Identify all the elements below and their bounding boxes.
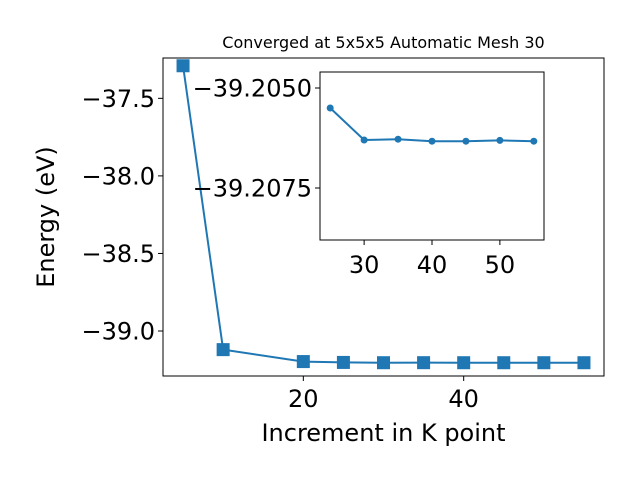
main-y-tick-label: −39.0 (81, 318, 155, 346)
inset-axes-frame (319, 71, 545, 241)
main-data-point (537, 356, 551, 370)
main-data-point (457, 356, 471, 370)
inset-data-point (428, 137, 436, 145)
main-data-point (176, 59, 190, 73)
inset-data-point (326, 104, 334, 112)
main-x-ticks: 20 40 (288, 376, 479, 413)
main-y-tick-label: −38.0 (81, 163, 155, 191)
inset-data-point (360, 136, 368, 144)
inset-data-point (394, 135, 402, 143)
main-data-point (497, 356, 511, 370)
main-series-line (182, 65, 584, 364)
main-y-tick-label: −38.5 (81, 240, 155, 268)
main-y-ticks: −37.5 −38.0 −38.5 −39.0 (81, 85, 163, 346)
main-data-point (377, 356, 390, 370)
inset-x-tick-label: 50 (485, 251, 516, 279)
chart-title: Converged at 5x5x5 Automatic Mesh 30 (222, 33, 544, 52)
y-axis-label: Energy (eV) (32, 146, 60, 288)
inset-series (326, 104, 538, 145)
x-axis-label: Increment in K point (261, 419, 505, 447)
inset-axes: 30 40 50 −39.2075 −39.2050 (193, 71, 545, 279)
inset-y-tick-label: −39.2050 (193, 75, 312, 103)
inset-y-ticks: −39.2075 −39.2050 (193, 75, 320, 203)
main-data-point (417, 356, 431, 370)
main-data-point (577, 356, 591, 370)
main-data-point (336, 355, 350, 369)
main-y-tick-label: −37.5 (81, 85, 155, 113)
inset-x-ticks: 30 40 50 (349, 240, 515, 279)
inset-y-tick-label: −39.2075 (193, 175, 312, 203)
main-data-point (216, 343, 230, 357)
main-data-point (296, 355, 310, 369)
inset-x-tick-label: 30 (349, 251, 380, 279)
main-x-tick-label: 40 (448, 385, 479, 413)
main-x-tick-label: 20 (288, 385, 319, 413)
inset-data-point (462, 137, 470, 145)
main-series (176, 59, 591, 370)
inset-data-point (530, 137, 538, 145)
inset-data-point (496, 136, 504, 144)
inset-x-tick-label: 40 (417, 251, 448, 279)
